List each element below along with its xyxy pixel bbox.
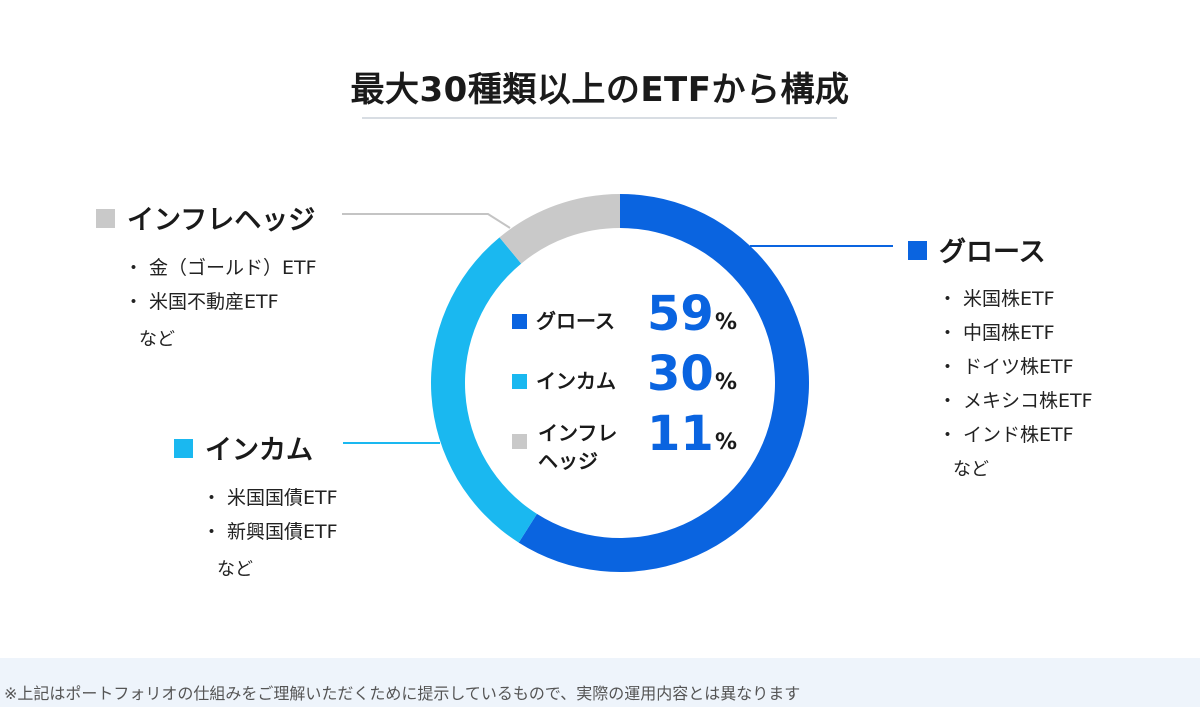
inflation-item-1: ・金（ゴールド）ETF (124, 257, 317, 279)
center-growth-value: 59 (647, 286, 714, 342)
category-inflation-label: インフレヘッジ (127, 205, 316, 236)
center-growth-label: グロース (536, 309, 615, 333)
growth-item-2: ・中国株ETF (938, 322, 1055, 344)
donut-slice-inflation (499, 194, 620, 264)
donut-slice-growth (518, 194, 809, 572)
income-item-2: ・新興国債ETF (202, 521, 338, 543)
income-item-1: ・米国国債ETF (202, 487, 338, 509)
center-inflation-value: 11 (647, 406, 714, 462)
title-divider (362, 117, 837, 119)
inflation-legend-square (96, 209, 115, 228)
inflation-note: など (139, 329, 175, 350)
category-growth-heading: グロース (908, 230, 1046, 269)
category-growth-label: グロース (939, 237, 1046, 268)
growth-legend-square (908, 241, 927, 260)
footer-note: ※上記はポートフォリオの仕組みをご理解いただくために提示しているもので、実際の運… (4, 684, 801, 703)
inflation-item-2: ・米国不動産ETF (124, 291, 279, 313)
growth-item-1: ・米国株ETF (938, 288, 1055, 310)
center-income-label: インカム (536, 369, 616, 393)
growth-item-5: ・インド株ETF (938, 424, 1074, 446)
center-inflation-unit: % (715, 430, 738, 455)
growth-item-3: ・ドイツ株ETF (938, 356, 1074, 378)
center-inflation-label-line2: ヘッジ (538, 449, 598, 473)
growth-item-4: ・メキシコ株ETF (938, 390, 1093, 412)
center-inflation-label-line1: インフレ (538, 421, 618, 445)
income-note: など (217, 559, 253, 580)
center-income-value: 30 (647, 346, 714, 402)
growth-note: など (953, 459, 989, 480)
leader-line-inflation (342, 213, 511, 229)
center-income-square (512, 374, 527, 389)
center-growth-square (512, 314, 527, 329)
center-inflation-square (512, 434, 527, 449)
category-income-label: インカム (205, 435, 313, 466)
center-income-unit: % (715, 370, 738, 395)
category-income-heading: インカム (174, 428, 313, 467)
center-growth-unit: % (715, 310, 738, 335)
income-legend-square (174, 439, 193, 458)
footer-note-bar: ※上記はポートフォリオの仕組みをご理解いただくために提示しているもので、実際の運… (0, 658, 1200, 707)
chart-title: 最大30種類以上のETFから構成 (350, 70, 850, 110)
category-inflation-heading: インフレヘッジ (96, 198, 315, 237)
donut-slice-income (431, 237, 537, 543)
